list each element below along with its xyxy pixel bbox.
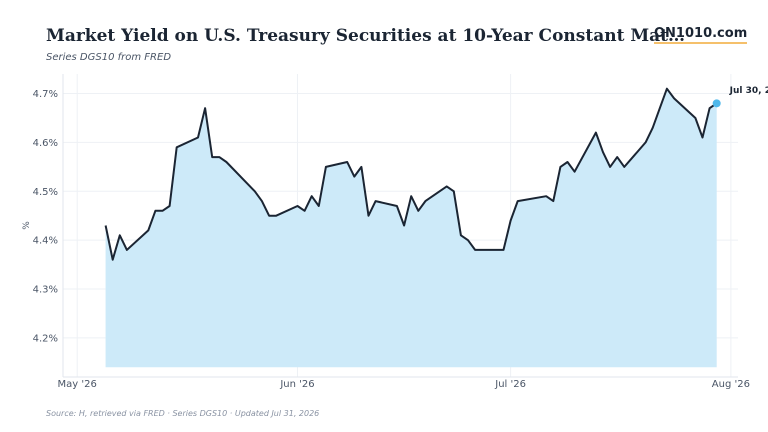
y-tick-label: 4.3% (33, 285, 58, 296)
last-value-marker[interactable] (712, 99, 721, 108)
y-tick-label: 4.4% (33, 236, 58, 247)
x-tick-label: Aug '26 (712, 379, 750, 390)
x-tick-label: Jun '26 (279, 379, 314, 390)
last-value-annotation: Jul 30, 20 (729, 86, 768, 96)
y-axis-label: % (22, 221, 32, 230)
x-tick-label: Jul '26 (494, 379, 526, 390)
x-tick-label: May '26 (58, 379, 97, 390)
y-tick-label: 4.6% (33, 138, 58, 149)
source-note: Source: H, retrieved via FRED · Series D… (46, 409, 320, 418)
y-tick-label: 4.2% (33, 333, 58, 344)
y-tick-label: 4.7% (33, 89, 58, 100)
chart-subtitle: Series DGS10 from FRED (46, 52, 172, 63)
axis-layer: 4.2% 4.3% 4.4% 4.5% 4.6% 4.7% May '26 Jun '26 Ju… (33, 74, 750, 390)
yield-area (105, 88, 717, 368)
yield-line (104, 87, 718, 261)
brand-logo[interactable]: ON1010.com (654, 27, 748, 44)
y-tick-label: 4.5% (33, 187, 58, 198)
